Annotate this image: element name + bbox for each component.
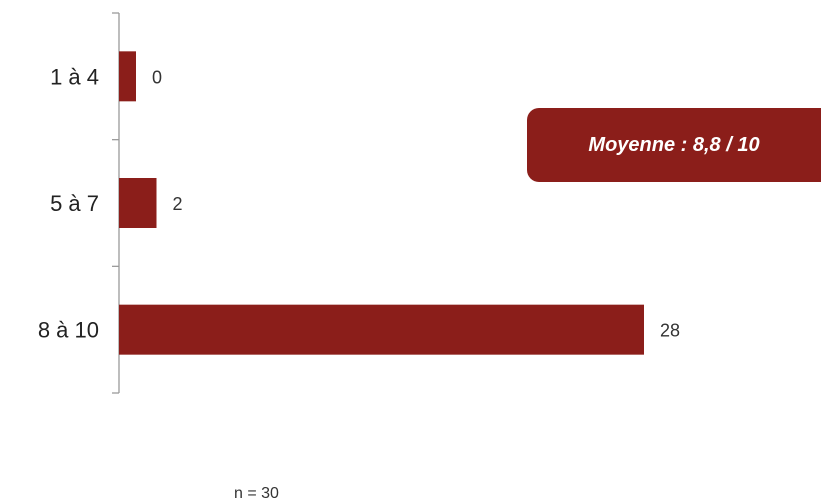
bar: [119, 304, 644, 355]
category-label: 8 à 10: [38, 318, 99, 343]
mean-annotation: Moyenne : 8,8 / 10: [527, 108, 821, 182]
sample-size-label: n = 30: [234, 485, 279, 502]
value-label: 0: [152, 67, 162, 87]
bar: [119, 178, 157, 228]
value-label: 2: [173, 194, 183, 214]
category-label: 1 à 4: [50, 64, 99, 89]
value-label: 28: [660, 321, 680, 341]
category-label: 5 à 7: [50, 191, 99, 216]
mean-annotation-text: Moyenne : 8,8 / 10: [588, 133, 760, 156]
bar: [119, 51, 136, 102]
